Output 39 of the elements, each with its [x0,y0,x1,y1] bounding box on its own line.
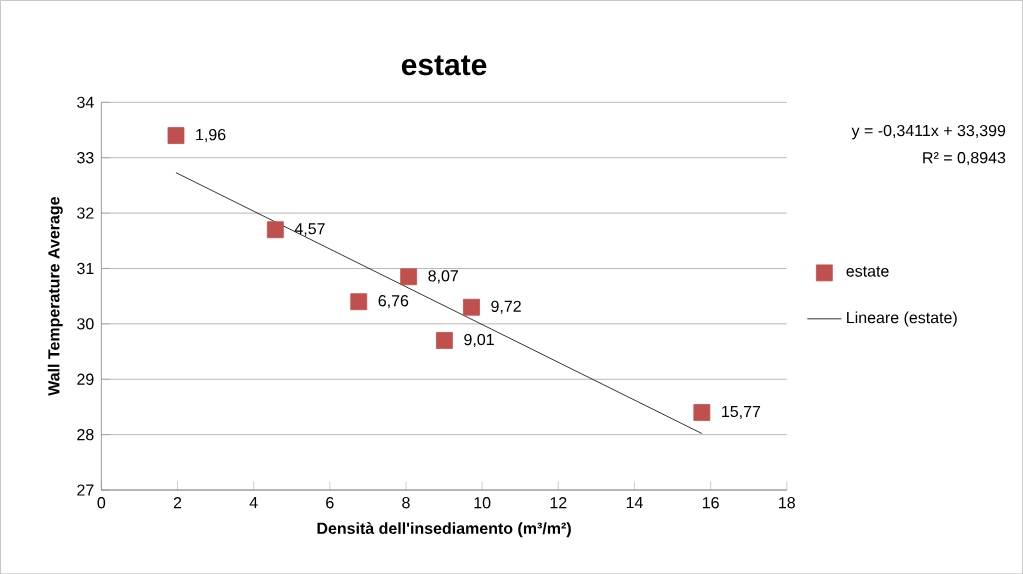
x-tick-label: 14 [626,496,643,508]
point [693,403,711,421]
x-tick-label: 18 [779,496,795,509]
annotation: 1,96 [196,128,226,142]
y-tick-label: 34 [77,96,94,108]
point [463,298,480,316]
point [350,293,368,310]
point [400,268,418,286]
legend-label: Lineare (estate) [847,311,957,327]
x-tick-label: 6 [326,496,334,509]
x-tick-label: 16 [702,496,719,509]
annotation: 9,01 [464,333,494,347]
x-tick-label: 8 [402,496,410,509]
text: y = -0,3411x + 33,399 [851,124,1006,140]
x-tick-label: 12 [550,496,567,509]
point [436,331,453,349]
annotation: 4,57 [294,223,325,237]
y-tick-label: 29 [77,373,94,385]
x-tick-label: 10 [474,496,491,509]
legend-label: estate [846,266,889,277]
chart-title: estate [401,55,487,76]
annotation: 8,07 [428,270,458,284]
y-tick-label: 33 [77,151,94,164]
y-tick-label: 31 [77,262,94,274]
annotation: 15,77 [722,405,761,419]
x-tick-label: 0 [97,496,106,509]
y-tick-label: 30 [77,318,94,330]
y-tick-label: 27 [77,484,94,496]
annotation: 6,76 [378,294,409,309]
annotation: 9,72 [491,300,521,314]
x-tick-label: 4 [249,496,258,508]
y-tick-label: 28 [77,428,94,441]
x-tick-label: 2 [173,496,182,509]
x-axis-title: Densità dell'insediamento (m³/m²) [317,521,571,537]
point [167,127,185,144]
y-axis-title: Wall Temperature Average [47,196,63,396]
y-tick-label: 32 [77,207,94,219]
text: R² = 0,8943 [923,151,1006,166]
point [266,221,284,238]
